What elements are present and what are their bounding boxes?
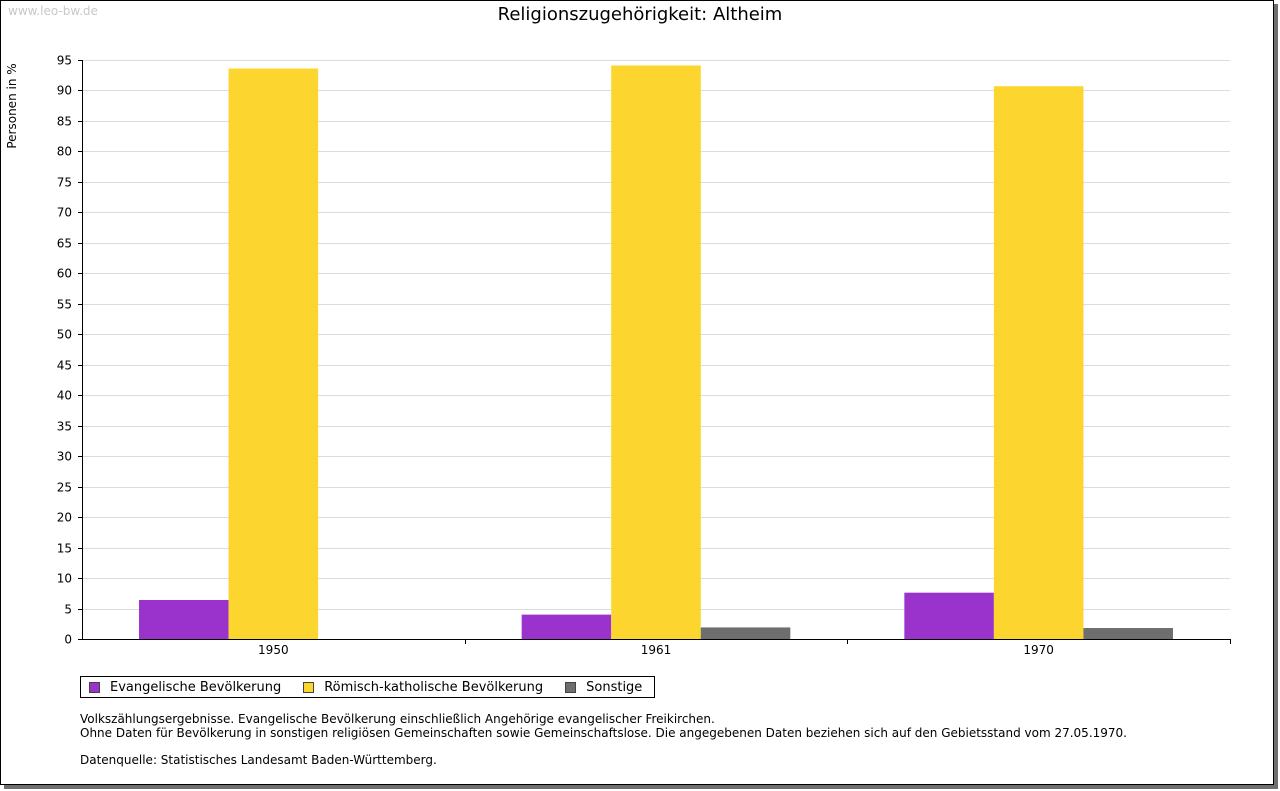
notes: Volkszählungsergebnisse. Evangelische Be…	[80, 712, 1127, 767]
y-tick-label: 40	[57, 389, 72, 403]
chart-title: Religionszugehörigkeit: Altheim	[497, 4, 783, 25]
x-tick-label: 1970	[1023, 643, 1054, 657]
y-tick-label: 85	[57, 115, 72, 129]
legend: Evangelische Bevölkerung Römisch-katholi…	[80, 676, 656, 698]
legend-item-sonstige: Sonstige	[565, 680, 642, 695]
y-tick-label: 80	[57, 145, 72, 159]
legend-swatch	[303, 681, 315, 693]
bar-1970-0	[904, 592, 994, 639]
y-tick-label: 70	[57, 206, 72, 220]
legend-label: Römisch-katholische Bevölkerung	[324, 679, 544, 695]
y-tick-label: 15	[57, 542, 72, 556]
y-tick-label: 45	[57, 359, 72, 373]
y-tick-label: 90	[57, 84, 72, 98]
bar-1961-2	[700, 627, 791, 639]
y-tick-labels: 0 5 10 15 20 25 30 35 40 45 50 55 60 65 70 75 80 85 90 95	[57, 54, 72, 647]
y-tick-label: 30	[57, 450, 72, 464]
axes	[78, 60, 1231, 644]
watermark: www.leo-bw.de	[8, 4, 98, 18]
y-tick-label: 95	[57, 54, 72, 68]
bar-1970-1	[993, 86, 1084, 639]
bar-1970-2	[1083, 628, 1173, 639]
y-tick-label: 0	[64, 633, 72, 647]
y-tick-label: 55	[57, 298, 72, 312]
y-tick-label: 20	[57, 511, 72, 525]
x-tick-labels: 1950 1961 1970	[258, 643, 1054, 657]
legend-label: Sonstige	[586, 679, 643, 695]
legend-swatch	[565, 681, 577, 693]
bar-1950-0	[139, 599, 229, 639]
x-tick-label: 1950	[258, 643, 289, 657]
bar-1961-1	[611, 65, 701, 640]
bar-1961-0	[521, 614, 612, 639]
note-line-1: Volkszählungsergebnisse. Evangelische Be…	[80, 712, 715, 726]
bars	[139, 65, 1173, 640]
data-source: Datenquelle: Statistisches Landesamt Bad…	[80, 753, 437, 767]
x-tick-label: 1961	[641, 643, 672, 657]
legend-label: Evangelische Bevölkerung	[110, 679, 282, 695]
legend-swatch	[89, 681, 100, 693]
y-axis-label: Personen in %	[5, 63, 19, 148]
y-tick-label: 60	[57, 267, 72, 281]
y-tick-label: 75	[57, 176, 72, 190]
note-line-2: Ohne Daten für Bevölkerung in sonstigen …	[80, 726, 1127, 740]
y-tick-label: 5	[64, 603, 72, 617]
y-tick-label: 65	[57, 237, 72, 251]
legend-item-katholisch: Römisch-katholische Bevölkerung	[303, 680, 543, 695]
bar-chart: 0 5 10 15 20 25 30 35 40 45 50 55 60 65 70 75 80 85 90 95 1…	[5, 54, 1231, 657]
y-tick-label: 35	[57, 420, 72, 434]
y-tick-label: 25	[57, 481, 72, 495]
y-tick-label: 10	[57, 572, 72, 586]
legend-item-evangelisch: Evangelische Bevölkerung	[89, 680, 281, 695]
y-tick-label: 50	[57, 328, 72, 342]
bar-1950-1	[228, 68, 319, 639]
